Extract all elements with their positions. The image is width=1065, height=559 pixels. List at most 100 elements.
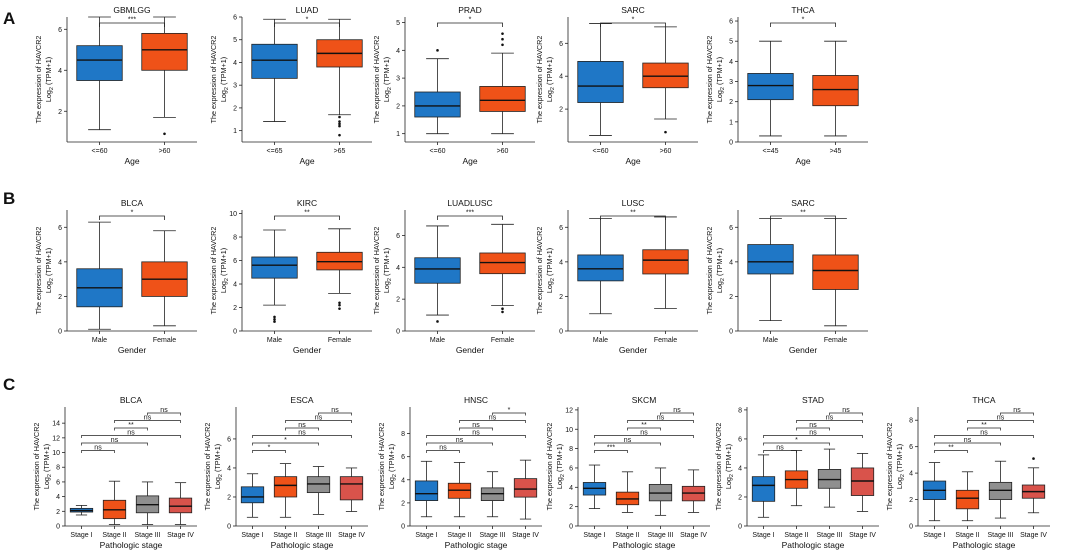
bracket-line	[81, 450, 115, 453]
significance-label: **	[641, 422, 647, 429]
significance-bracket: ns	[459, 415, 526, 423]
box-iqr	[306, 476, 331, 494]
box-stage-iii	[480, 471, 505, 518]
y-tick-label: 6	[233, 258, 237, 265]
y-tick-label: 1	[396, 131, 400, 138]
x-tick-label: <=60	[430, 148, 446, 155]
outlier-point	[338, 122, 341, 126]
significance-bracket: ns	[459, 422, 493, 431]
chart-title: PRAD	[458, 5, 482, 15]
y-tick-label: 6	[58, 225, 62, 232]
significance-label: **	[981, 422, 987, 429]
chart-c-blca: BLCA 0 2 4 6 8 10 12 14 The expression of HAVCR2 L…	[32, 395, 197, 550]
y-tick-label: 6	[58, 27, 62, 34]
y-axis-label-tpm: (TPM+1)	[387, 444, 396, 474]
y-axis-label-subscript: 2	[224, 87, 230, 90]
box-iqr	[240, 486, 265, 504]
y-axis-label-line1: The expression of HAVCR2	[203, 423, 212, 511]
y-axis-label-log: Log	[555, 477, 564, 489]
bracket-line	[600, 22, 666, 27]
y-tick-label: 6	[729, 225, 733, 232]
panel-label-a: A	[3, 9, 15, 28]
y-tick-label: 3	[729, 79, 733, 86]
outlier-point	[338, 133, 341, 137]
y-axis-label-log: Log	[219, 90, 228, 102]
significance-bracket: ns	[81, 445, 115, 453]
outlier-point	[338, 115, 341, 119]
significance-bracket: ns	[426, 430, 526, 438]
x-axis-label: Gender	[293, 345, 322, 355]
x-tick-label: Stage II	[447, 532, 471, 539]
box-female	[316, 228, 363, 310]
chart-title: LUADLUSC	[447, 198, 492, 208]
chart-title: LUSC	[622, 198, 645, 208]
y-tick-label: 6	[559, 225, 563, 232]
chart-title: GBMLGG	[113, 5, 150, 15]
significance-label: ns	[842, 407, 850, 414]
x-axis-label: Age	[462, 156, 477, 166]
significance-bracket: ns	[81, 430, 181, 438]
chart-c-skcm: SKCM 0 2 4 6 8 10 12 The expression of HAVCR2 Log…	[545, 395, 710, 550]
significance-bracket: ns	[252, 430, 352, 438]
y-axis-label-line2: Log2 (TPM+1)	[715, 248, 726, 293]
box-stage-iii	[817, 448, 842, 508]
y-axis-label-line1: The expression of HAVCR2	[377, 423, 386, 511]
y-axis-label-tpm: (TPM+1)	[545, 57, 554, 87]
y-axis-label-log: Log	[219, 281, 228, 293]
bracket-line	[459, 420, 526, 423]
y-tick-label: 2	[396, 103, 400, 110]
y-axis-label-line1: The expression of HAVCR2	[545, 423, 554, 511]
chart-title: SKCM	[632, 395, 657, 405]
y-tick-label: 0	[396, 329, 400, 336]
significance-label: *	[268, 445, 271, 452]
y-axis-label-subscript: 2	[729, 474, 735, 477]
y-axis-label-log: Log	[44, 281, 53, 293]
x-tick-label: Stage II	[102, 532, 126, 539]
bracket-line	[934, 442, 1001, 446]
box--65	[251, 18, 298, 122]
y-tick-label: 1	[729, 119, 733, 126]
bracket-line	[426, 450, 460, 453]
x-axis-label: Gender	[118, 345, 147, 355]
bracket-line	[426, 442, 493, 446]
y-axis-label-subscript: 2	[720, 87, 726, 90]
box-stage-i	[240, 473, 265, 518]
bracket-line	[81, 442, 148, 446]
y-tick-label: 4	[396, 48, 400, 55]
x-tick-label: Male	[430, 337, 445, 344]
y-axis-label-tpm: (TPM+1)	[724, 444, 733, 474]
x-axis-label: Age	[625, 156, 640, 166]
y-axis-label-tpm: (TPM+1)	[42, 444, 51, 474]
box--60	[479, 32, 526, 135]
box-stage-iv	[168, 482, 193, 525]
box--60	[141, 16, 188, 136]
significance-label: ns	[127, 430, 135, 437]
y-axis-label-subscript: 2	[900, 474, 906, 477]
x-tick-label: Stage I	[923, 532, 945, 539]
significance-label: ns	[298, 430, 306, 437]
y-axis-label-line2: Log2 (TPM+1)	[895, 444, 906, 489]
x-tick-label: Stage II	[784, 532, 808, 539]
box-iqr	[850, 467, 875, 496]
significance-label: **	[630, 210, 636, 217]
x-tick-label: >60	[159, 148, 171, 155]
bracket-line	[829, 412, 863, 416]
significance-label: ns	[964, 437, 972, 444]
significance-label: ns	[298, 422, 306, 429]
outlier-point	[664, 130, 667, 134]
y-axis-label-subscript: 2	[550, 87, 556, 90]
bracket-line	[147, 412, 181, 416]
y-tick-label: 1	[233, 128, 237, 135]
box-iqr	[251, 43, 298, 79]
significance-label: ns	[657, 415, 665, 422]
box-iqr	[414, 91, 461, 118]
y-tick-label: 2	[58, 109, 62, 116]
y-axis-label-line2: Log2 (TPM+1)	[44, 248, 55, 293]
significance-bracket: ***	[99, 17, 165, 27]
x-axis-label: Age	[124, 156, 139, 166]
box--65	[316, 18, 363, 137]
significance-bracket: ns	[829, 407, 863, 416]
y-tick-label: 2	[396, 297, 400, 304]
